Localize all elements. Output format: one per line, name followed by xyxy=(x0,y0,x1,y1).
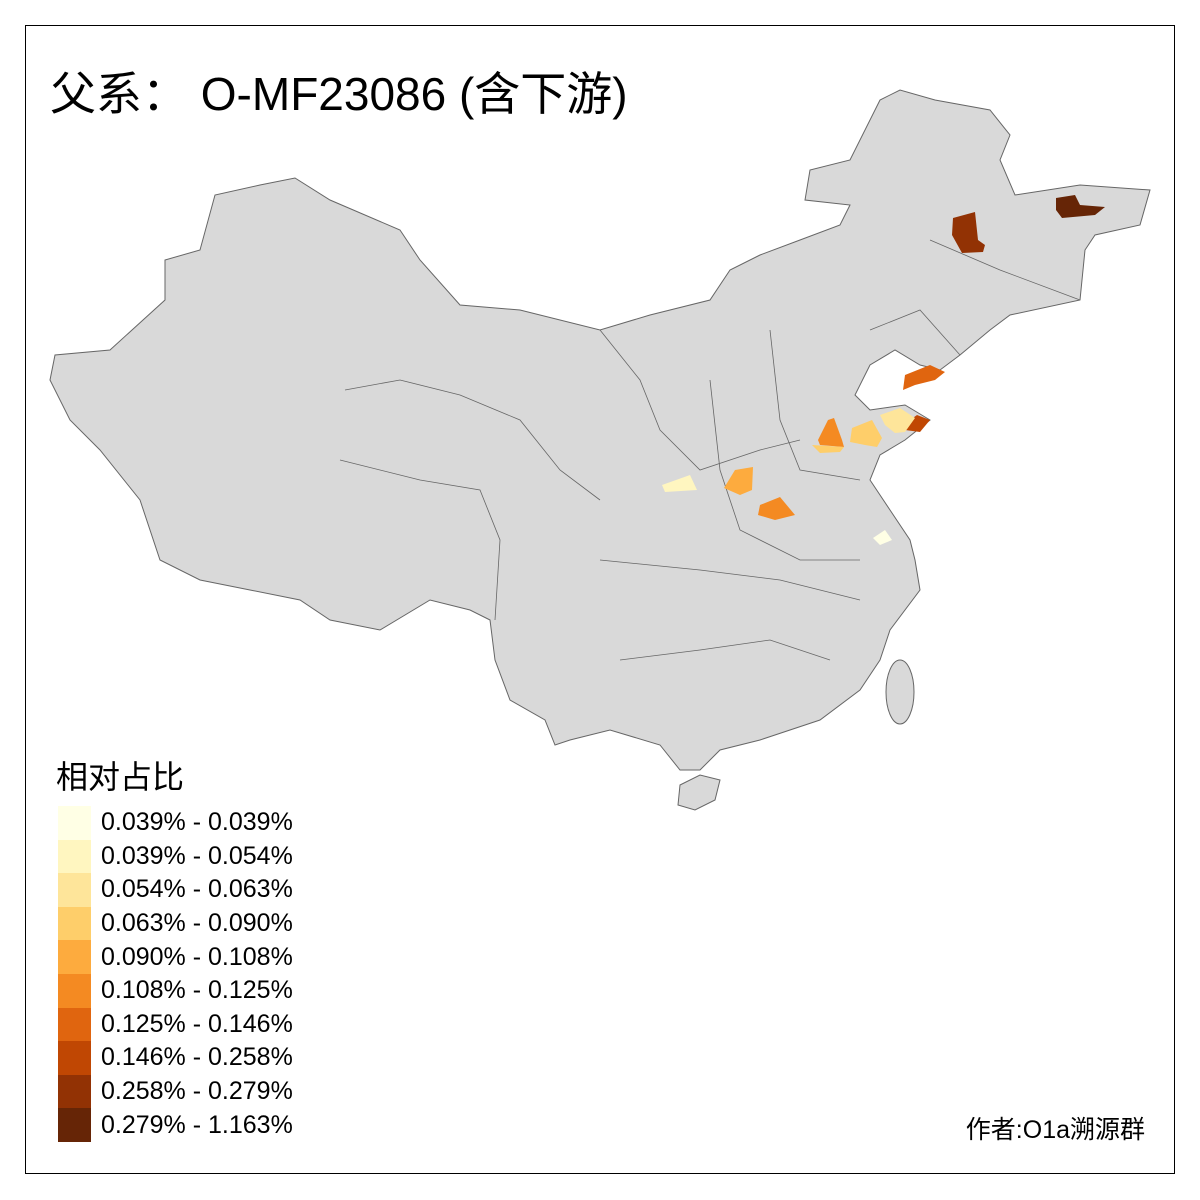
region-shandong-west xyxy=(850,420,882,447)
legend-item: 0.125% - 0.146% xyxy=(58,1007,293,1042)
legend-label: 0.039% - 0.039% xyxy=(101,808,293,837)
legend: 0.039% - 0.039% 0.039% - 0.054% 0.054% - 0… xyxy=(58,806,293,1142)
map-frame xyxy=(25,25,1175,1174)
region-henan xyxy=(758,497,795,520)
legend-swatch xyxy=(58,973,91,1008)
legend-swatch xyxy=(58,906,91,941)
province-borders xyxy=(339,239,1081,661)
legend-label: 0.063% - 0.090% xyxy=(101,909,293,938)
legend-label: 0.039% - 0.054% xyxy=(101,841,293,870)
china-mainland xyxy=(49,89,1151,771)
region-shanxi xyxy=(724,467,753,495)
legend-swatch xyxy=(58,806,91,840)
legend-swatch xyxy=(58,1108,91,1142)
legend-item: 0.108% - 0.125% xyxy=(58,973,293,1008)
legend-label: 0.108% - 0.125% xyxy=(101,976,293,1005)
region-liaoning xyxy=(903,365,945,390)
region-shandong-east xyxy=(903,415,930,432)
legend-item: 0.063% - 0.090% xyxy=(58,906,293,941)
author-credit: 作者:O1a溯源群 xyxy=(965,1116,1145,1144)
legend-label: 0.054% - 0.063% xyxy=(101,875,293,904)
taiwan-island xyxy=(885,659,915,725)
legend-item: 0.279% - 1.163% xyxy=(58,1108,293,1142)
legend-swatch xyxy=(58,1007,91,1042)
legend-item: 0.258% - 0.279% xyxy=(58,1074,293,1109)
legend-swatch xyxy=(58,1074,91,1109)
region-hebei-south-2 xyxy=(812,445,844,453)
data-regions xyxy=(662,195,1105,545)
region-anhui xyxy=(873,530,892,545)
legend-label: 0.146% - 0.258% xyxy=(101,1043,293,1072)
legend-swatch xyxy=(58,940,91,974)
legend-label: 0.090% - 0.108% xyxy=(101,942,293,971)
legend-item: 0.039% - 0.039% xyxy=(58,806,293,840)
region-hebei-south xyxy=(818,418,844,447)
hainan-island xyxy=(677,774,721,811)
region-shandong-mid xyxy=(880,408,915,433)
region-heilongjiang-east xyxy=(1056,195,1105,218)
legend-item: 0.090% - 0.108% xyxy=(58,940,293,974)
legend-swatch xyxy=(58,1041,91,1075)
legend-item: 0.054% - 0.063% xyxy=(58,873,293,907)
legend-swatch xyxy=(58,873,91,907)
map-title: 父系： O-MF23086 (含下游) xyxy=(50,68,628,120)
legend-item: 0.039% - 0.054% xyxy=(58,839,293,874)
legend-item: 0.146% - 0.258% xyxy=(58,1041,293,1075)
legend-label: 0.258% - 0.279% xyxy=(101,1077,293,1106)
legend-swatch xyxy=(58,839,91,874)
legend-title: 相对占比 xyxy=(56,759,185,795)
legend-label: 0.125% - 0.146% xyxy=(101,1009,293,1038)
region-heilongjiang-west xyxy=(952,212,985,253)
legend-label: 0.279% - 1.163% xyxy=(101,1110,293,1139)
region-shaanxi xyxy=(662,475,697,492)
